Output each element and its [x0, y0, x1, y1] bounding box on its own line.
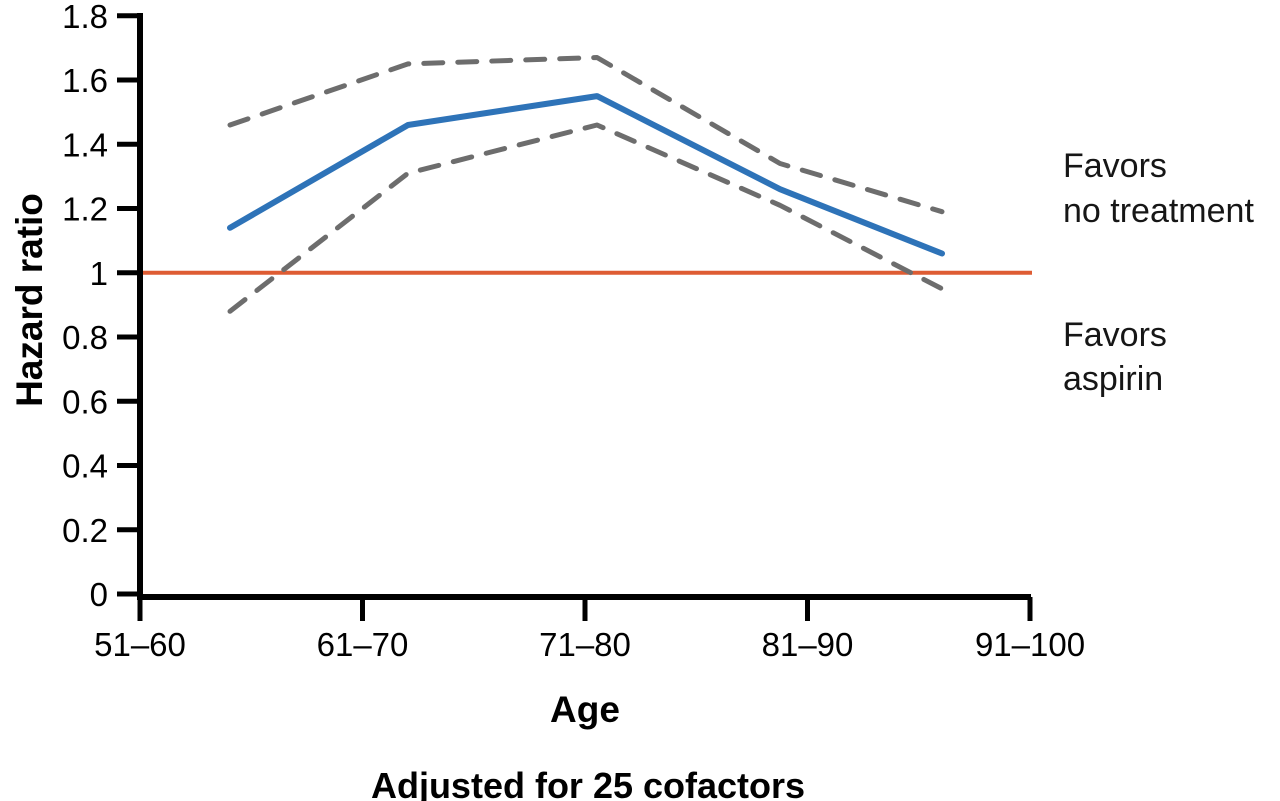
series-line-ci-lower: [227, 122, 945, 314]
x-tick-label: 51–60: [94, 626, 186, 663]
x-tick-label: 61–70: [317, 626, 409, 663]
annotation-favors-aspirin-line1: Favors: [1063, 316, 1167, 354]
y-tick-label: 1.8: [62, 0, 108, 35]
y-tick-label: 1.6: [62, 62, 108, 99]
caption: Adjusted for 25 cofactors: [371, 765, 805, 801]
y-tick-label: 0.2: [62, 512, 108, 549]
y-tick-label: 0: [90, 576, 108, 613]
x-tick-label: 81–90: [762, 626, 854, 663]
y-tick-label: 1: [90, 255, 108, 292]
y-tick-label: 0.6: [62, 383, 108, 420]
y-tick-label: 1.2: [62, 191, 108, 228]
x-axis-title: Age: [550, 689, 620, 730]
annotation-favors-aspirin-line2: aspirin: [1063, 360, 1163, 398]
y-tick-label: 1.4: [62, 126, 108, 163]
x-tick-label: 91–100: [975, 626, 1085, 663]
y-axis-title: Hazard ratio: [9, 193, 50, 407]
series-line-hazard-ratio: [227, 93, 945, 257]
data-series: [143, 55, 1032, 314]
annotation-favors-no-treatment-line2: no treatment: [1063, 192, 1254, 230]
x-tick-label: 71–80: [539, 626, 631, 663]
y-tick-label: 0.4: [62, 448, 108, 485]
y-tick-label: 0.8: [62, 319, 108, 356]
series-line-ci-upper: [227, 55, 945, 215]
annotation-favors-no-treatment-line1: Favors: [1063, 147, 1167, 185]
axes: 1.8 1.6 1.4 1.2 1 0.8 0.6 0.4 0.2 0 51–60 61–70 71–8…: [62, 0, 1085, 663]
